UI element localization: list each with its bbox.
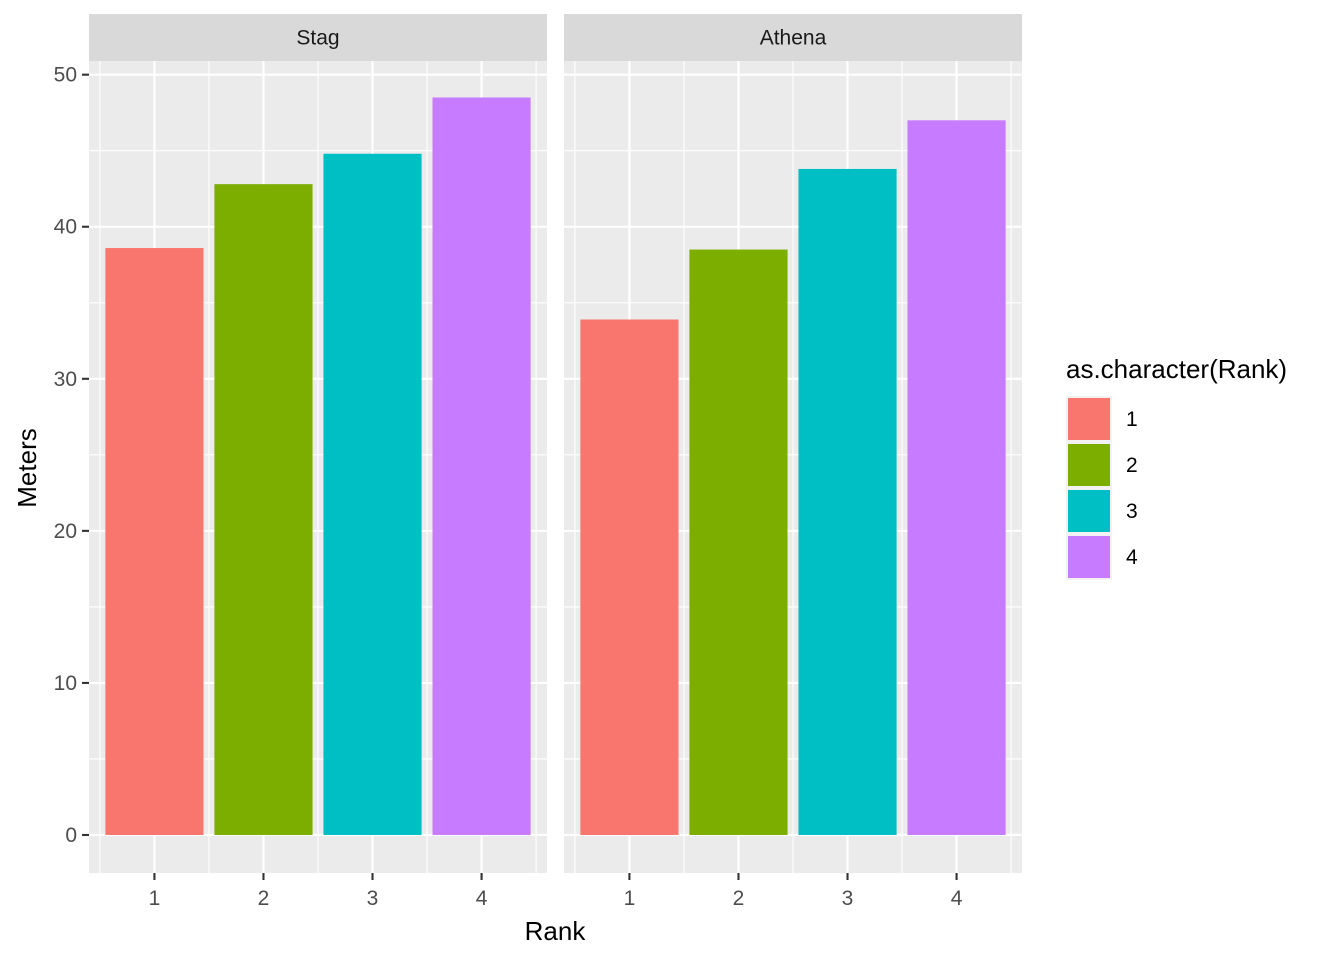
legend-swatch	[1068, 490, 1110, 532]
legend-label: 3	[1126, 500, 1138, 523]
legend: as.character(Rank) 1 2 3 4	[1066, 354, 1287, 580]
y-tick-label: 40	[54, 216, 77, 239]
y-axis-title: Meters	[12, 428, 42, 507]
y-tick-label: 10	[54, 672, 77, 695]
x-tick-label: 4	[476, 887, 488, 910]
bar-stag-rank-2	[214, 184, 313, 835]
x-tick-label: 3	[842, 887, 854, 910]
legend-entry-1: 1	[1066, 396, 1138, 442]
x-axis-title: Rank	[525, 916, 587, 946]
facet-strip	[89, 14, 547, 61]
legend-swatch	[1068, 444, 1110, 486]
legend-entry-2: 2	[1066, 442, 1138, 488]
x-tick-label: 1	[624, 887, 636, 910]
bar-athena-rank-3	[798, 168, 897, 835]
x-tick-label: 3	[367, 887, 379, 910]
x-tick-label: 2	[258, 887, 270, 910]
legend-label: 2	[1126, 454, 1138, 477]
facet-strip-label: Stag	[296, 27, 339, 50]
facet-strip-label: Athena	[760, 27, 827, 50]
x-tick-label: 4	[951, 887, 963, 910]
legend-entry-3: 3	[1066, 488, 1138, 534]
y-tick-label: 20	[54, 520, 77, 543]
facet-panel-athena: Athena 1 2 3 4	[564, 14, 1022, 910]
x-tick-label: 1	[149, 887, 161, 910]
y-tick-label: 50	[54, 64, 77, 87]
y-tick-label: 0	[65, 824, 77, 847]
bar-athena-rank-4	[907, 120, 1006, 835]
legend-label: 1	[1126, 408, 1138, 431]
chart-panels: Stag 1 2 3 4 Athena 1 2 3 4	[89, 14, 1022, 910]
y-axis: 0 10 20 30 40 50	[54, 64, 89, 847]
y-tick-label: 30	[54, 368, 77, 391]
bar-athena-rank-1	[580, 319, 679, 835]
bar-athena-rank-2	[689, 249, 788, 835]
legend-entry-4: 4	[1066, 534, 1138, 580]
bar-stag-rank-4	[432, 97, 531, 835]
bar-stag-rank-1	[105, 248, 204, 835]
legend-swatch	[1068, 536, 1110, 578]
x-tick-label: 2	[733, 887, 745, 910]
bar-stag-rank-3	[323, 153, 422, 835]
legend-title: as.character(Rank)	[1066, 354, 1287, 384]
facet-panel-stag: Stag 1 2 3 4	[89, 14, 547, 910]
legend-entries: 1 2 3 4	[1066, 396, 1138, 580]
legend-swatch	[1068, 398, 1110, 440]
facet-strip	[564, 14, 1022, 61]
legend-label: 4	[1126, 546, 1138, 569]
